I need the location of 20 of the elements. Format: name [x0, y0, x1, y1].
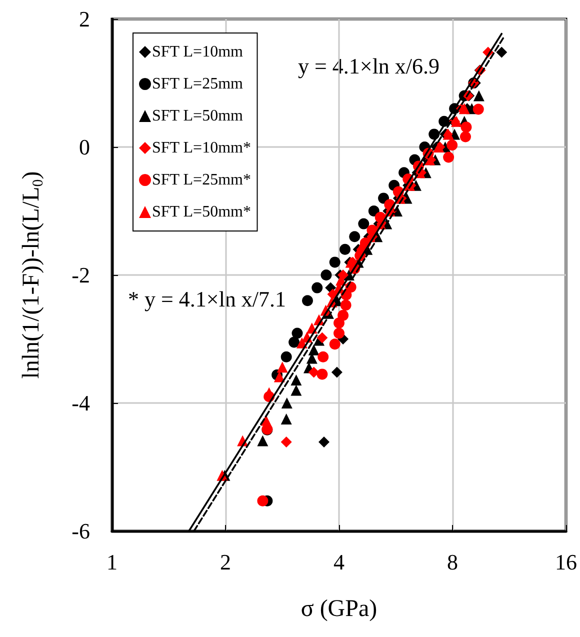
legend-label: SFT L=50mm* — [152, 204, 251, 220]
x-tick-label: 2 — [220, 550, 231, 574]
y-tick-label: 0 — [79, 134, 90, 160]
x-tick-label: 1 — [106, 550, 118, 574]
x-tick-label: 4 — [334, 550, 344, 574]
legend-label: SFT L=50mm — [152, 108, 244, 124]
x-tick-label: 8 — [447, 550, 458, 574]
y-tick-label: -2 — [72, 262, 90, 288]
x-tick-label: 16 — [555, 550, 577, 574]
annotation: * y = 4.1×ln x/7.1 — [128, 286, 286, 312]
x-axis-title: σ (GPa) — [300, 596, 378, 622]
legend-label: SFT L=25mm — [152, 76, 244, 92]
y-axis-title: lnln(1/(1-F))-ln(L/L0) — [18, 171, 46, 379]
legend-label: SFT L=10mm — [152, 44, 244, 60]
y-tick-label: -4 — [72, 390, 90, 416]
legend-label: SFT L=25mm* — [152, 172, 251, 188]
y-tick-label: 2 — [79, 6, 90, 32]
y-tick-label: -6 — [72, 518, 90, 544]
annotation: y = 4.1×ln x/6.9 — [298, 54, 440, 78]
legend-label: SFT L=10mm* — [152, 140, 251, 156]
